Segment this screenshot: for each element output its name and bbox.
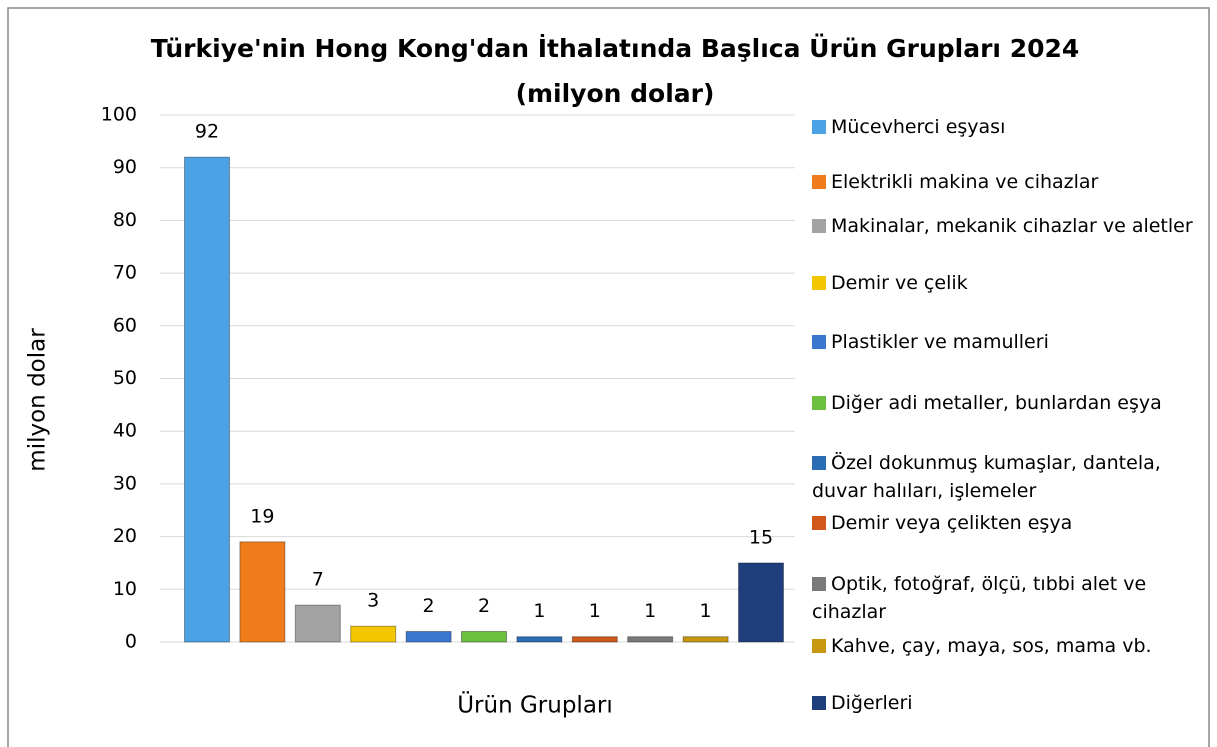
legend-item: Plastikler ve mamulleri <box>812 328 1202 356</box>
legend-item: Demir veya çelikten eşya <box>812 509 1202 537</box>
data-label: 3 <box>367 590 379 612</box>
legend-label: Plastikler ve mamulleri <box>831 331 1049 353</box>
legend-swatch <box>812 696 826 710</box>
legend-label: Elektrikli makina ve cihazlar <box>831 171 1099 193</box>
legend-item: Demir ve çelik <box>812 269 1202 297</box>
y-tick-label: 20 <box>113 525 137 547</box>
legend-swatch <box>812 577 826 591</box>
legend-item: Elektrikli makina ve cihazlar <box>812 168 1202 196</box>
bar <box>184 156 230 643</box>
legend-swatch <box>812 276 826 290</box>
legend-label: Özel dokunmuş kumaşlar, dantela, duvar h… <box>812 452 1161 502</box>
y-tick-label: 70 <box>113 262 137 284</box>
bar <box>682 636 729 643</box>
chart-title: Türkiye'nin Hong Kong'dan İthalatında Ba… <box>151 33 1080 63</box>
data-label: 2 <box>478 595 490 617</box>
legend-swatch <box>812 639 826 653</box>
legend-swatch <box>812 219 826 233</box>
data-label: 2 <box>423 595 435 617</box>
x-axis-label: Ürün Grupları <box>457 691 613 719</box>
y-tick-label: 30 <box>113 472 137 494</box>
bar <box>461 630 507 643</box>
y-tick-label: 10 <box>113 578 137 600</box>
y-tick-label: 90 <box>113 156 137 178</box>
bar <box>405 630 452 643</box>
data-label: 1 <box>589 600 601 622</box>
y-axis-label: milyon dolar <box>25 328 51 472</box>
legend-label: Demir ve çelik <box>831 272 968 294</box>
y-tick-label: 100 <box>101 104 137 126</box>
bar <box>571 636 618 643</box>
data-label: 7 <box>312 569 324 591</box>
y-tick-label: 50 <box>113 367 137 389</box>
legend-label: Mücevherci eşyası <box>831 116 1006 138</box>
chart-border <box>7 7 1210 747</box>
y-tick-label: 80 <box>113 209 137 231</box>
bar <box>516 636 563 643</box>
data-label: 1 <box>533 600 545 622</box>
legend-label: Diğer adi metaller, bunlardan eşya <box>831 392 1162 414</box>
legend-label: Kahve, çay, maya, sos, mama vb. <box>831 635 1152 657</box>
bar <box>294 604 341 643</box>
bar <box>738 562 784 643</box>
legend-item: Özel dokunmuş kumaşlar, dantela, duvar h… <box>812 449 1202 505</box>
legend-swatch <box>812 456 826 470</box>
legend-item: Makinalar, mekanik cihazlar ve aletler <box>812 212 1202 240</box>
bar <box>350 625 397 643</box>
legend-swatch <box>812 335 826 349</box>
legend-item: Mücevherci eşyası <box>812 113 1202 141</box>
legend-item: Optik, fotoğraf, ölçü, tıbbi alet ve cih… <box>812 570 1202 626</box>
data-label: 19 <box>250 505 274 527</box>
legend-item: Diğer adi metaller, bunlardan eşya <box>812 389 1202 417</box>
bar <box>239 541 286 643</box>
legend-swatch <box>812 120 826 134</box>
legend-label: Makinalar, mekanik cihazlar ve aletler <box>831 215 1193 237</box>
legend-swatch <box>812 175 826 189</box>
y-tick-label: 60 <box>113 314 137 336</box>
data-label: 15 <box>749 526 773 548</box>
legend-item: Diğerleri <box>812 689 1202 717</box>
chart-subtitle: (milyon dolar) <box>516 79 715 108</box>
legend-swatch <box>812 396 826 410</box>
legend-swatch <box>812 516 826 530</box>
legend-label: Optik, fotoğraf, ölçü, tıbbi alet ve cih… <box>812 573 1147 623</box>
legend-label: Diğerleri <box>831 692 913 714</box>
data-label: 1 <box>644 600 656 622</box>
y-tick-label: 0 <box>125 631 137 653</box>
data-label: 1 <box>700 600 712 622</box>
y-tick-label: 40 <box>113 420 137 442</box>
data-label: 92 <box>195 121 219 143</box>
bar <box>627 636 674 643</box>
legend-label: Demir veya çelikten eşya <box>831 512 1073 534</box>
legend-item: Kahve, çay, maya, sos, mama vb. <box>812 632 1202 660</box>
